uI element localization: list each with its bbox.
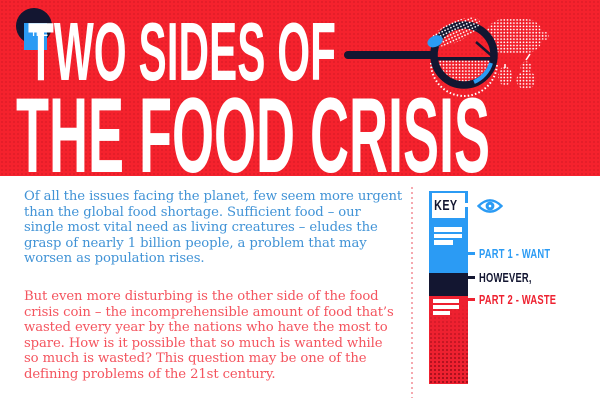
page-title: TWO SIDES OF THE FOOD CRISIS [16, 5, 490, 176]
eye-icon [477, 199, 503, 213]
legend-label: HOWEVER, [479, 270, 532, 285]
pear-icon [516, 53, 536, 90]
intro-paragraph: Of all the issues facing the planet, few… [24, 189, 403, 266]
hero-banner: TWO SIDES OF THE FOOD CRISIS THE [0, 0, 600, 176]
key-section-however [429, 273, 468, 296]
legend-label: PART 2 - WASTE [479, 292, 557, 307]
connector-dash [466, 276, 475, 279]
the-badge-label: THE [31, 23, 48, 39]
legend-item-however: HOWEVER, [466, 270, 552, 285]
second-paragraph: But even more disturbing is the other si… [24, 289, 394, 382]
key-legend-column: KEY [429, 191, 468, 384]
the-badge-square [24, 23, 47, 50]
magnifier-handle [344, 51, 436, 59]
key-eye-connector [465, 203, 476, 207]
dashed-divider [411, 187, 413, 398]
connector-dash [466, 298, 475, 301]
title-line2: THE FOOD CRISIS [16, 75, 490, 176]
list-icon [429, 227, 468, 245]
legend-item-part2: PART 2 - WASTE [466, 292, 586, 307]
connector-dash [466, 252, 475, 255]
food-magnifier-illustration [344, 17, 549, 97]
title-line1: TWO SIDES OF [28, 5, 336, 98]
strawberry-icon [498, 64, 512, 86]
list-icon [429, 299, 468, 315]
key-section-part1: KEY [429, 191, 468, 273]
key-section-part2 [429, 296, 468, 384]
magnifier-blue-accent [473, 62, 493, 84]
key-title: KEY [434, 197, 458, 214]
legend-item-part1: PART 1 - WANT [466, 246, 578, 261]
key-title-box: KEY [432, 193, 465, 218]
corn-icon [486, 19, 549, 53]
leaf-icon [427, 17, 493, 57]
legend-label: PART 1 - WANT [479, 246, 551, 261]
